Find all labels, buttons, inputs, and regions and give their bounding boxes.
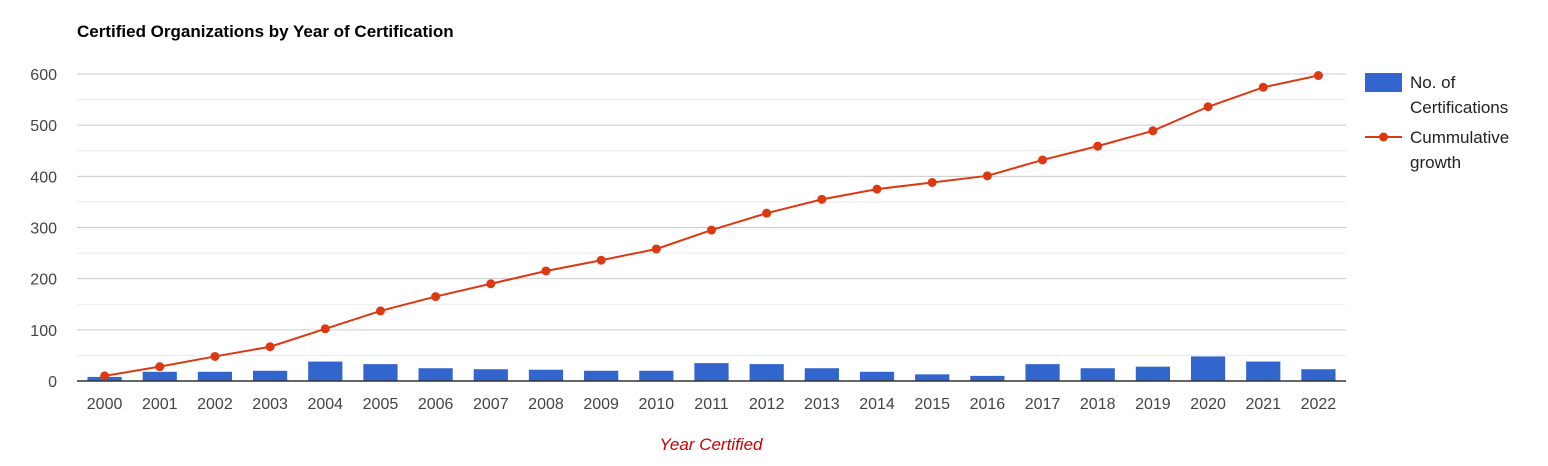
line-point — [320, 324, 330, 334]
x-tick-label: 2012 — [749, 396, 785, 413]
line-point — [486, 279, 496, 289]
line-point — [100, 371, 110, 381]
line-point — [651, 244, 661, 254]
line-point — [762, 208, 772, 218]
line-point — [1313, 71, 1323, 81]
line-point — [1203, 102, 1213, 112]
bar — [308, 361, 343, 381]
x-tick-label: 2019 — [1135, 396, 1171, 413]
bar — [363, 364, 398, 381]
y-tick-label: 400 — [30, 169, 57, 186]
line-point — [596, 255, 606, 265]
bar — [1301, 369, 1336, 381]
x-tick-label: 2006 — [418, 396, 454, 413]
bar — [694, 363, 729, 381]
line-point — [1093, 141, 1103, 151]
line-point — [265, 342, 275, 352]
line-point — [1038, 155, 1048, 165]
legend: No. of Certifications Cummulative growth — [1365, 73, 1509, 172]
x-tick-label: 2010 — [639, 396, 675, 413]
bar — [804, 368, 839, 381]
x-tick-label: 2001 — [142, 396, 178, 413]
x-axis-ticks: 2000 2001 2002 2003 2004 2005 2006 2007 2008 2009… — [87, 396, 1337, 413]
line-point — [707, 225, 716, 235]
y-tick-label: 0 — [48, 374, 57, 391]
x-tick-label: 2002 — [197, 396, 233, 413]
x-tick-label: 2005 — [363, 396, 399, 413]
legend-label-line: Cummulative — [1410, 128, 1509, 147]
bar — [859, 371, 895, 381]
legend-label-bar: Certifications — [1410, 98, 1508, 117]
x-tick-label: 2014 — [859, 396, 895, 413]
legend-label-line: growth — [1410, 153, 1461, 172]
bar — [1080, 368, 1115, 381]
legend-swatch-bar — [1365, 73, 1402, 92]
x-tick-label: 2015 — [914, 396, 950, 413]
bar — [253, 370, 288, 381]
x-tick-label: 2000 — [87, 396, 123, 413]
line-point — [872, 184, 882, 194]
legend-label-bar: No. of — [1410, 73, 1456, 92]
y-tick-label: 300 — [30, 221, 57, 238]
bar — [584, 370, 619, 381]
bar — [1025, 364, 1060, 381]
x-tick-label: 2021 — [1245, 396, 1281, 413]
bar — [1190, 356, 1226, 381]
bar — [142, 371, 177, 381]
bar — [1135, 366, 1170, 381]
bar — [639, 370, 674, 381]
bar — [197, 371, 233, 381]
gridlines — [77, 73, 1346, 356]
chart-title: Certified Organizations by Year of Certi… — [77, 22, 454, 41]
y-axis-ticks: 0 100 200 300 400 500 600 — [30, 67, 57, 391]
line-point — [927, 177, 937, 187]
line-point — [1148, 126, 1158, 136]
bar — [915, 374, 950, 381]
x-tick-label: 2011 — [694, 396, 729, 413]
x-tick-label: 2018 — [1080, 396, 1116, 413]
x-tick-label: 2007 — [473, 396, 509, 413]
bar — [473, 369, 508, 381]
y-tick-label: 600 — [30, 67, 57, 84]
line-point — [817, 194, 827, 204]
x-tick-label: 2013 — [804, 396, 840, 413]
x-tick-label: 2008 — [528, 396, 564, 413]
y-tick-label: 100 — [30, 323, 57, 340]
y-tick-label: 200 — [30, 272, 57, 289]
x-tick-label: 2020 — [1190, 396, 1226, 413]
bar-series — [87, 356, 1336, 381]
bar — [528, 369, 564, 381]
x-tick-label: 2016 — [970, 396, 1006, 413]
line-point — [155, 362, 165, 372]
x-tick-label: 2022 — [1301, 396, 1337, 413]
bar — [970, 375, 1005, 381]
line-series — [100, 71, 1323, 381]
x-tick-label: 2017 — [1025, 396, 1061, 413]
x-tick-label: 2004 — [307, 396, 343, 413]
y-tick-label: 500 — [30, 118, 57, 135]
bar — [1246, 361, 1281, 381]
legend-swatch-point — [1379, 132, 1388, 142]
line-point — [982, 171, 992, 181]
line-point — [375, 306, 385, 316]
line-point — [210, 351, 220, 361]
x-axis-label: Year Certified — [660, 435, 764, 454]
line-point — [1258, 82, 1268, 92]
x-tick-label: 2009 — [583, 396, 619, 413]
x-tick-label: 2003 — [252, 396, 288, 413]
line-point — [431, 292, 441, 302]
bar — [749, 364, 784, 381]
bar — [418, 368, 453, 381]
line-point — [541, 266, 551, 276]
